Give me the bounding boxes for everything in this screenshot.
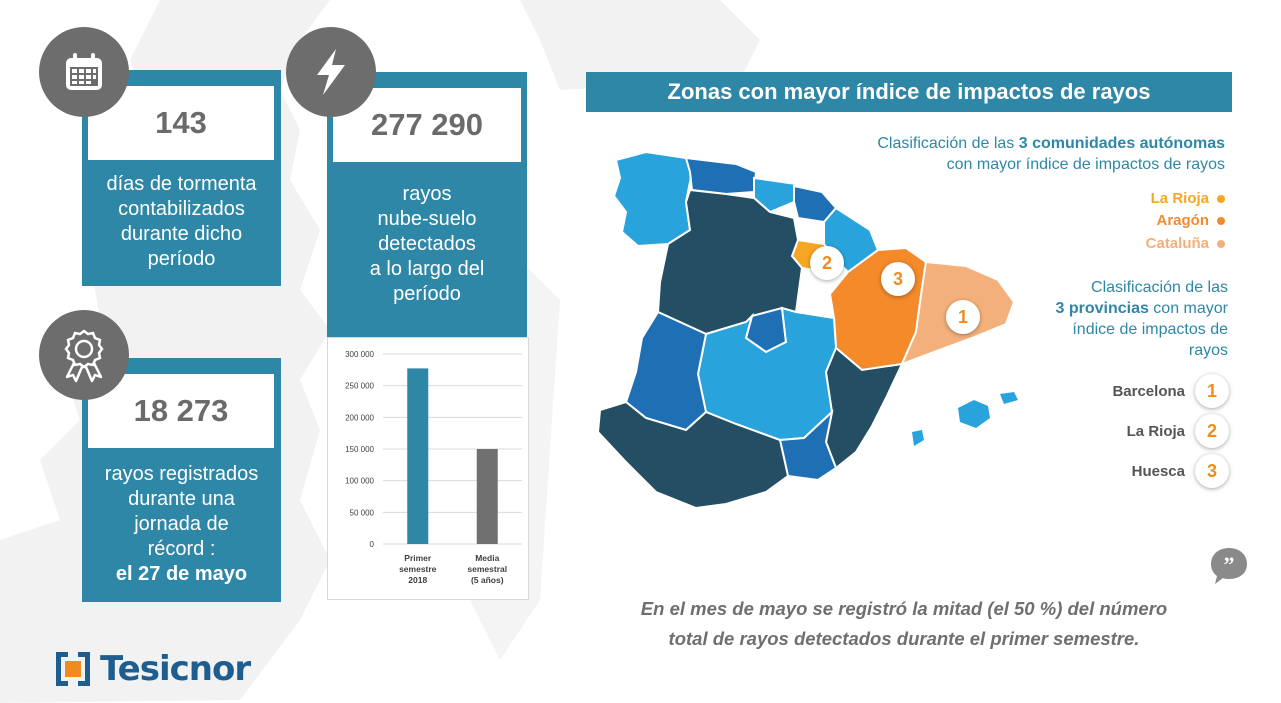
province-name: Barcelona [1112, 382, 1185, 400]
storm-days-card: 143 días de tormenta contabilizados dura… [82, 70, 281, 286]
community-legend-label: Cataluña [1145, 235, 1209, 252]
communities-intro: Clasificación de las 3 comunidades autón… [877, 135, 1225, 173]
region-menorca [1000, 392, 1018, 404]
region-ibiza [912, 430, 924, 446]
bar [476, 449, 498, 544]
record-day-card: 18 273 rayos registrados durante una jor… [82, 358, 281, 602]
x-category-label: Primer [404, 553, 432, 563]
community-legend-item: Aragón [1156, 212, 1225, 229]
cloud-ground-description: rayos nube-suelo detectados a lo largo d… [369, 183, 485, 305]
y-tick-label: 150 000 [345, 445, 374, 454]
region-galicia [612, 150, 694, 248]
rank-badge: 2 [1195, 414, 1229, 448]
provinces-intro: Clasificación de las 3 provincias con ma… [1055, 279, 1228, 359]
community-legend-label: Aragón [1156, 212, 1210, 229]
lightning-icon [286, 27, 376, 117]
y-tick-label: 300 000 [345, 350, 374, 359]
region-andalucia [596, 400, 790, 510]
award-ribbon-icon [39, 310, 129, 400]
tesicnor-logo-mark-icon [56, 652, 90, 686]
x-category-label: Media [475, 553, 499, 563]
record-day-date: el 27 de mayo [115, 563, 248, 585]
highlight-quote: En el mes de mayo se registró la mitad (… [640, 598, 1168, 649]
record-day-value: 18 273 [88, 374, 274, 448]
x-category-label: semestral [467, 564, 507, 574]
quote-icon: ” [1211, 548, 1247, 584]
community-legend-item: La Rioja [1151, 190, 1225, 207]
bar-chart-canvas: 0 50 000 100 000 150 000 200 000 250 000 300 0… [345, 350, 522, 585]
province-name: Huesca [1131, 462, 1185, 480]
community-legend-label: La Rioja [1150, 190, 1209, 207]
region-baleares [958, 400, 990, 428]
legend-dot-icon [1217, 216, 1225, 225]
rank-badge: 1 [1195, 374, 1229, 408]
y-tick-label: 250 000 [345, 382, 374, 391]
legend-dot-icon [1217, 194, 1225, 203]
community-legend-item: Cataluña [1146, 235, 1225, 252]
storm-days-description: días de tormenta contabilizados durante … [106, 173, 257, 270]
bar [407, 368, 429, 544]
y-tick-label: 0 [370, 540, 375, 549]
zones-title-banner: Zonas con mayor índice de impactos de ra… [586, 72, 1232, 112]
region-cantabria [753, 176, 798, 214]
y-tick-label: 50 000 [350, 508, 375, 517]
cloud-ground-card: 277 290 rayos nube-suelo detectados a lo… [327, 72, 527, 337]
x-category-label: 2018 [408, 575, 427, 585]
province-rank-item: Huesca 3 [1132, 454, 1229, 488]
x-category-label: (5 años) [471, 575, 504, 585]
rank-badge: 3 [1195, 454, 1229, 488]
map-badge-la-rioja: 2 [810, 246, 844, 280]
province-rank-item: La Rioja 2 [1127, 414, 1229, 448]
logo-text: Tesicnor [100, 649, 251, 689]
storm-days-value: 143 [88, 86, 274, 160]
svg-text:”: ” [1224, 552, 1235, 577]
calendar-icon [39, 27, 129, 117]
comparison-bar-chart: 0 50 000 100 000 150 000 200 000 250 000 300 0… [327, 337, 529, 600]
region-valencia [824, 346, 904, 470]
province-rank-item: Barcelona 1 [1112, 374, 1229, 408]
map-badge-huesca: 3 [881, 262, 915, 296]
y-tick-label: 200 000 [345, 413, 374, 422]
y-tick-label: 100 000 [345, 477, 374, 486]
map-badge-barcelona: 1 [946, 300, 980, 334]
x-category-label: semestre [399, 564, 437, 574]
province-name: La Rioja [1126, 422, 1185, 440]
record-day-description: rayos registrados durante una jornada de… [104, 463, 259, 585]
tesicnor-logo: Tesicnor [54, 648, 251, 690]
legend-dot-icon [1217, 239, 1225, 248]
region-asturias [684, 156, 758, 196]
